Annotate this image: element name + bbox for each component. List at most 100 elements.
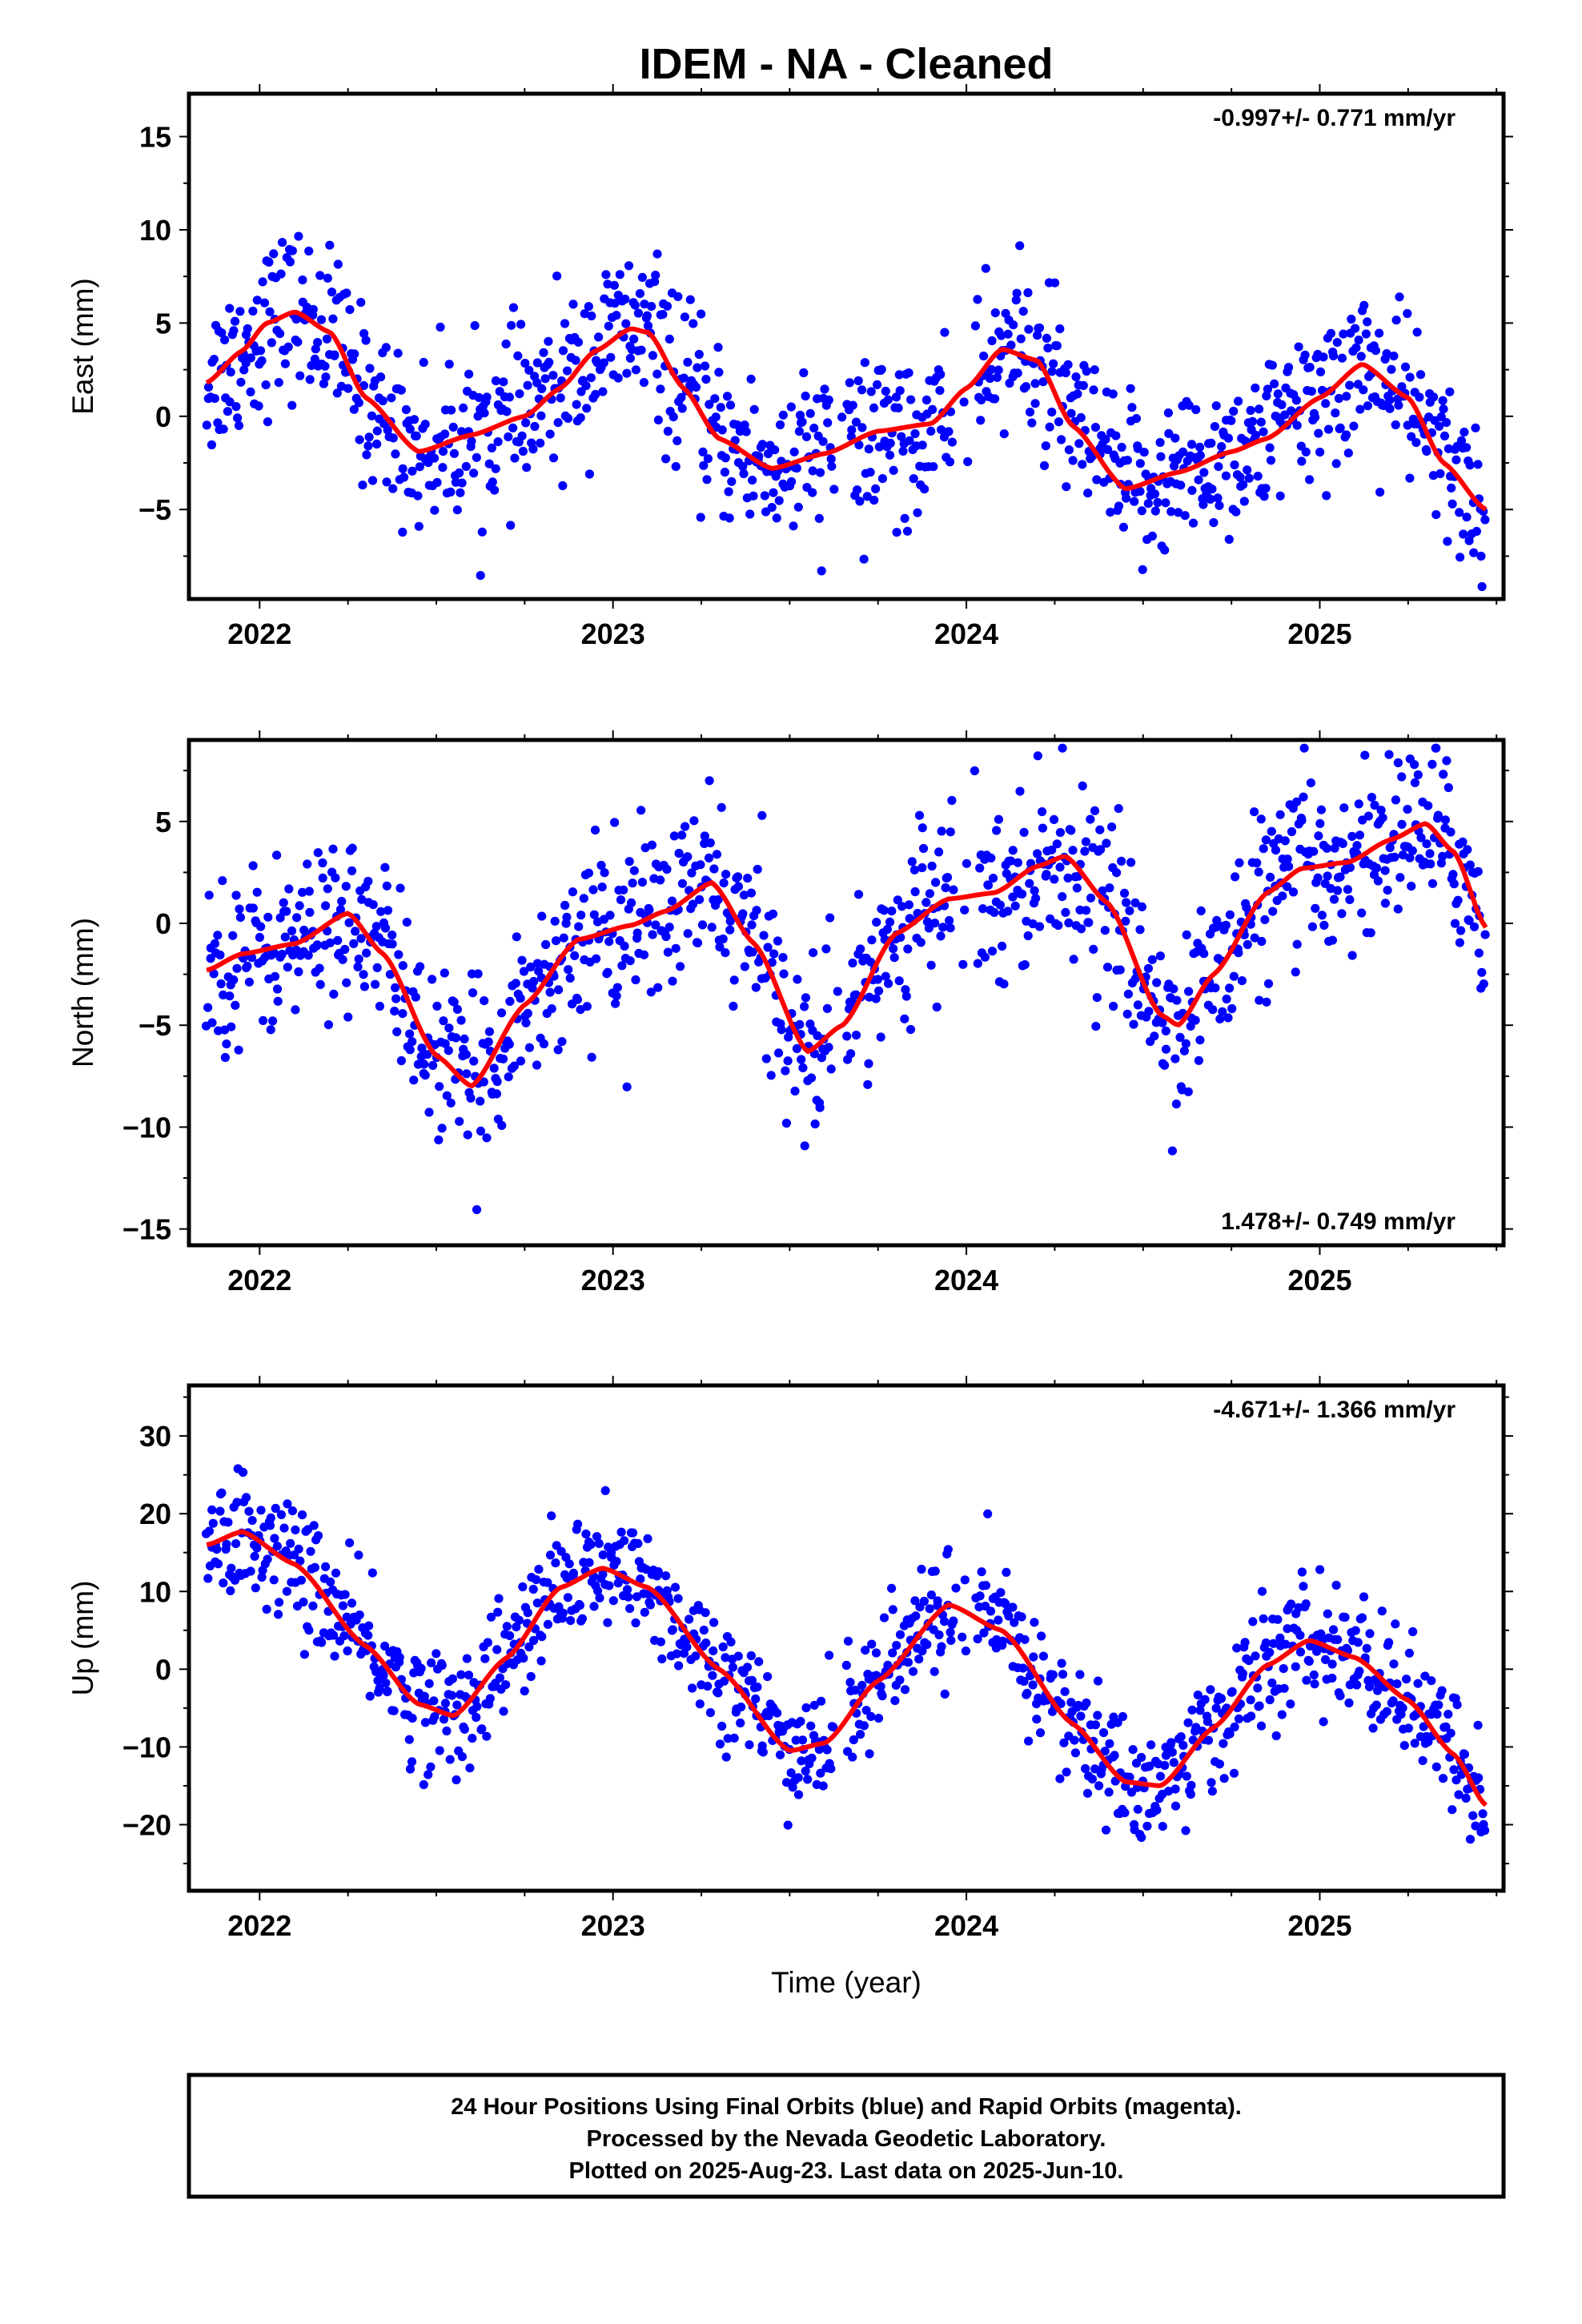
north-data-point bbox=[697, 920, 708, 930]
north-data-point bbox=[539, 1039, 549, 1049]
up-data-point bbox=[737, 1703, 746, 1712]
east-data-point bbox=[669, 412, 678, 422]
up-data-point bbox=[1419, 1722, 1428, 1731]
up-data-point bbox=[1229, 1768, 1239, 1778]
north-data-point bbox=[1019, 827, 1029, 837]
east-data-point bbox=[1027, 418, 1037, 428]
up-data-point bbox=[958, 1632, 967, 1642]
east-data-point bbox=[210, 394, 219, 404]
north-data-point bbox=[277, 949, 287, 959]
up-data-point bbox=[573, 1519, 583, 1529]
north-data-point bbox=[437, 1124, 447, 1133]
north-data-point bbox=[904, 900, 913, 910]
north-data-point bbox=[893, 895, 902, 905]
up-data-point bbox=[1022, 1688, 1032, 1698]
east-data-point bbox=[1349, 421, 1359, 431]
north-data-point bbox=[1115, 965, 1125, 975]
east-data-point bbox=[1111, 431, 1121, 440]
east-data-point bbox=[246, 387, 255, 396]
east-data-point bbox=[586, 373, 596, 383]
east-data-point bbox=[622, 368, 632, 378]
east-data-point bbox=[252, 296, 262, 305]
north-data-point bbox=[405, 1029, 415, 1039]
up-data-point bbox=[367, 1568, 377, 1578]
north-data-point bbox=[272, 850, 282, 860]
east-data-point bbox=[1294, 342, 1303, 352]
up-data-point bbox=[631, 1618, 640, 1628]
east-data-point bbox=[504, 392, 515, 402]
east-data-point bbox=[1305, 363, 1315, 372]
up-data-point bbox=[405, 1764, 416, 1774]
east-data-point bbox=[603, 279, 612, 289]
north-data-point bbox=[340, 944, 350, 955]
east-data-point bbox=[1331, 408, 1340, 418]
up-data-point bbox=[203, 1574, 213, 1583]
east-data-point bbox=[633, 308, 644, 318]
north-data-point bbox=[1407, 882, 1416, 891]
up-data-point bbox=[1295, 1647, 1306, 1657]
north-data-point bbox=[1292, 797, 1302, 806]
north-y-tick-label: 0 bbox=[155, 907, 171, 940]
up-data-point bbox=[1244, 1656, 1254, 1666]
east-data-point bbox=[877, 364, 886, 374]
east-data-point bbox=[1234, 396, 1243, 406]
north-data-point bbox=[1114, 804, 1123, 814]
up-data-point bbox=[424, 1679, 434, 1688]
north-data-point bbox=[203, 1003, 213, 1012]
east-data-point bbox=[372, 439, 382, 449]
north-data-point bbox=[693, 938, 703, 947]
east-data-point bbox=[275, 329, 285, 339]
north-data-point bbox=[757, 810, 767, 820]
north-data-point bbox=[1355, 830, 1364, 840]
east-data-point bbox=[1331, 459, 1341, 468]
up-data-point bbox=[877, 1691, 887, 1701]
north-data-point bbox=[463, 1130, 472, 1140]
north-data-point bbox=[1231, 872, 1240, 882]
east-data-point bbox=[976, 416, 986, 425]
east-data-point bbox=[1187, 485, 1197, 496]
up-data-point bbox=[551, 1558, 560, 1568]
east-data-point bbox=[1262, 391, 1271, 400]
up-data-point bbox=[786, 1768, 796, 1778]
up-data-point bbox=[709, 1618, 719, 1627]
up-data-point bbox=[1170, 1801, 1181, 1811]
up-data-point bbox=[338, 1601, 347, 1610]
north-data-point bbox=[1384, 750, 1394, 759]
east-data-point bbox=[558, 480, 568, 491]
up-x-tick-label: 2024 bbox=[934, 1909, 998, 1942]
north-data-point bbox=[1061, 907, 1070, 917]
east-data-point bbox=[436, 322, 445, 332]
north-data-point bbox=[629, 866, 639, 875]
east-data-point bbox=[1076, 412, 1086, 423]
north-data-point bbox=[479, 1077, 488, 1087]
north-data-point bbox=[1345, 862, 1355, 872]
north-data-point bbox=[210, 939, 219, 948]
north-data-point bbox=[259, 1015, 268, 1025]
up-data-point bbox=[294, 1544, 303, 1554]
up-data-point bbox=[1432, 1709, 1442, 1719]
east-data-point bbox=[328, 314, 338, 324]
north-data-point bbox=[1143, 963, 1153, 973]
up-data-point bbox=[1364, 1682, 1375, 1691]
east-data-point bbox=[1074, 439, 1084, 448]
east-data-point bbox=[419, 357, 428, 368]
east-data-point bbox=[599, 358, 608, 368]
north-data-point bbox=[1440, 815, 1450, 825]
east-data-point bbox=[203, 382, 214, 392]
north-data-point bbox=[529, 976, 539, 987]
north-data-point bbox=[557, 1037, 567, 1047]
east-data-point bbox=[702, 475, 712, 485]
north-data-point bbox=[715, 943, 725, 952]
up-data-point bbox=[379, 1671, 388, 1680]
east-data-point bbox=[1038, 377, 1048, 387]
east-data-point bbox=[584, 469, 595, 479]
up-data-point bbox=[1423, 1737, 1433, 1747]
up-data-point bbox=[986, 1606, 996, 1616]
up-data-point bbox=[801, 1703, 811, 1713]
east-data-point bbox=[1034, 323, 1045, 333]
east-data-point bbox=[977, 395, 986, 404]
north-data-point bbox=[1090, 806, 1100, 816]
east-data-point bbox=[739, 468, 749, 479]
east-data-point bbox=[705, 400, 714, 409]
up-data-point bbox=[1113, 1718, 1122, 1727]
